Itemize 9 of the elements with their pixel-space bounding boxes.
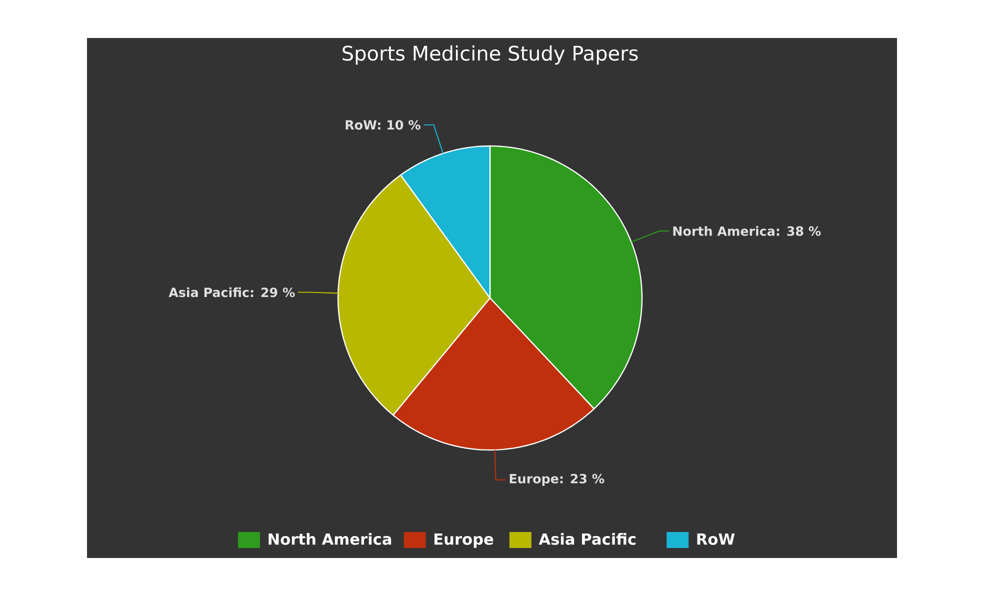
chart-title: Sports Medicine Study Papers — [342, 45, 638, 65]
data-label: North America: 38 % — [673, 226, 821, 236]
legend-label: Europe — [434, 533, 494, 548]
data-label: RoW: 10 % — [346, 120, 420, 130]
data-label: Asia Pacific: 29 % — [168, 287, 295, 298]
legend-label: RoW — [697, 533, 735, 545]
legend-label: Asia Pacific — [538, 533, 636, 545]
legend-label: North America — [268, 533, 392, 545]
data-label: Europe: 23 % — [510, 474, 604, 486]
